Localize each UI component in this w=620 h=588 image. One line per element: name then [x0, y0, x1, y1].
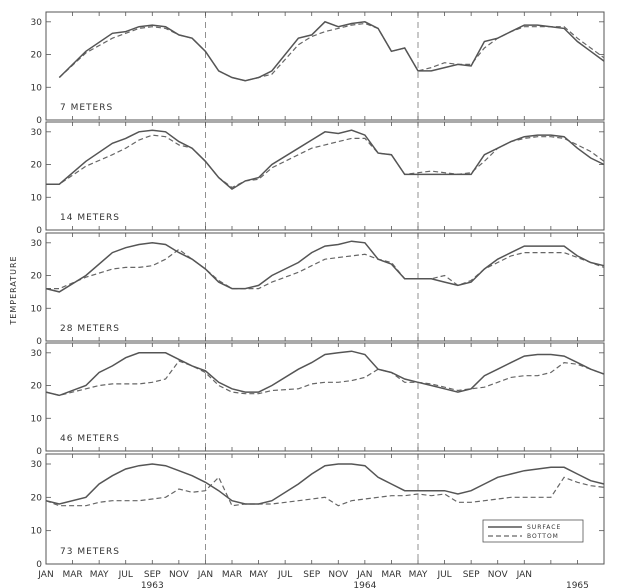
panel-frame: [45, 453, 605, 565]
y-tick-label: 30: [31, 460, 43, 470]
panel-frame: [45, 342, 605, 452]
panel-depth-label: 46 METERS: [60, 434, 120, 444]
series-surface-line: [45, 240, 605, 293]
x-tick-label: SEP: [144, 570, 161, 580]
x-tick-label: JUL: [436, 570, 451, 580]
x-tick-label: MAR: [381, 570, 401, 580]
x-tick-label: JAN: [197, 570, 213, 580]
x-tick-label: SEP: [303, 570, 320, 580]
x-tick-label: MAR: [222, 570, 242, 580]
series-bottom-line: [46, 248, 605, 290]
x-tick-label: MAY: [90, 570, 109, 580]
y-tick-label: 20: [31, 382, 43, 392]
x-tick-label: MAR: [62, 570, 82, 580]
y-tick-label: 20: [31, 272, 43, 282]
y-tick-label: 30: [31, 349, 43, 359]
legend-surface-label: SURFACE: [527, 524, 561, 531]
panel-2: 0 10 20 30 14 METERS: [31, 121, 605, 236]
y-tick-label: 10: [31, 83, 43, 93]
legend-bottom-label: BOTTOM: [527, 533, 559, 540]
y-tick-label: 0: [36, 447, 42, 457]
series-surface-line: [46, 129, 605, 191]
year-label: 1963: [141, 581, 164, 588]
panel-frame: [45, 11, 605, 121]
legend: SURFACE BOTTOM: [482, 519, 584, 543]
y-tick-label: 20: [31, 51, 43, 61]
y-tick-label: 10: [31, 193, 43, 203]
series-surface-line: [45, 350, 605, 397]
x-tick-label: JAN: [516, 570, 532, 580]
y-tick-label: 0: [36, 226, 42, 236]
panel-3: 0 10 20 30 28 METERS: [31, 232, 605, 347]
y-tick-label: 30: [31, 128, 43, 138]
panel-frame: [45, 232, 605, 342]
x-tick-label: JAN: [37, 570, 53, 580]
year-label: 1964: [353, 581, 376, 588]
x-tick-label: JUL: [118, 570, 133, 580]
y-tick-label: 10: [31, 414, 43, 424]
panel-depth-label: 28 METERS: [60, 324, 120, 334]
y-tick-label: 10: [31, 527, 43, 537]
series-surface-line: [58, 20, 605, 82]
panel-4: 0 10 20 30 46 METERS: [31, 342, 605, 457]
y-tick-label: 0: [36, 116, 42, 126]
x-tick-label: SEP: [463, 570, 480, 580]
y-tick-label: 20: [31, 493, 43, 503]
x-tick-label: MAY: [249, 570, 268, 580]
chart-root: 0 10 20 30 7 METERS 0 10 20 30 14 METERS 0 10 20 30 28…: [9, 11, 605, 588]
series-bottom-line: [45, 476, 605, 507]
y-tick-label: 30: [31, 239, 43, 249]
y-tick-label: 30: [31, 18, 43, 28]
panel-1: 0 10 20 30 7 METERS: [31, 11, 605, 126]
panel-5: 0 10 20 30 73 METERS: [31, 453, 605, 570]
x-tick-label: NOV: [169, 570, 190, 580]
x-tick-label: NOV: [488, 570, 509, 580]
series-bottom-line: [46, 134, 605, 189]
year-label: 1965: [566, 581, 589, 588]
panel-depth-label: 73 METERS: [60, 547, 120, 557]
series-bottom-line: [45, 360, 605, 397]
x-tick-label: JUL: [277, 570, 292, 580]
panel-frame: [45, 121, 605, 231]
y-tick-label: 0: [36, 337, 42, 347]
x-tick-label: MAY: [409, 570, 428, 580]
x-tick-label: JAN: [356, 570, 372, 580]
y-tick-label: 10: [31, 304, 43, 314]
series-bottom-line: [58, 22, 605, 82]
x-tick-label: NOV: [328, 570, 349, 580]
y-tick-label: 0: [36, 560, 42, 570]
y-tick-label: 20: [31, 161, 43, 171]
panel-depth-label: 14 METERS: [60, 213, 120, 223]
y-axis-label: TEMPERATURE: [9, 255, 18, 325]
series-surface-line: [45, 463, 605, 505]
panel-depth-label: 7 METERS: [60, 103, 113, 113]
